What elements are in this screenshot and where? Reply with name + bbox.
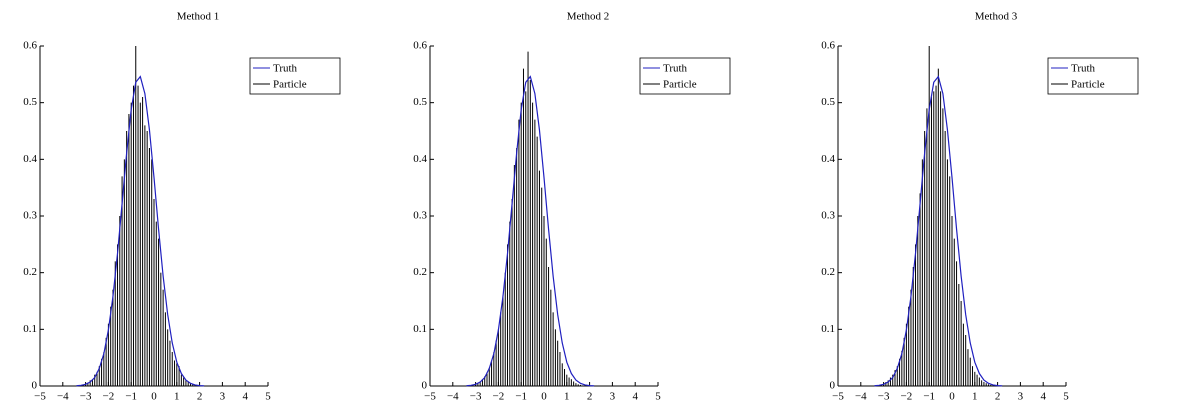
y-tick-label: 0 — [32, 380, 38, 392]
x-tick-label: −1 — [923, 391, 935, 403]
y-tick-label: 0.5 — [821, 96, 835, 108]
x-tick-label: 2 — [587, 391, 593, 403]
y-tick-label: 0.5 — [23, 96, 37, 108]
x-tick-label: −2 — [901, 391, 913, 403]
y-tick-label: 0 — [830, 380, 836, 392]
x-tick-label: −5 — [832, 391, 844, 403]
x-tick-label: 4 — [1040, 391, 1046, 403]
y-tick-label: 0.1 — [413, 323, 427, 335]
legend-label: Truth — [663, 63, 688, 75]
y-tick-label: 0 — [422, 380, 428, 392]
x-tick-label: −2 — [493, 391, 505, 403]
chart-title: Method 1 — [177, 11, 219, 23]
x-tick-label: 5 — [265, 391, 271, 403]
x-tick-label: −1 — [515, 391, 527, 403]
x-tick-label: 4 — [632, 391, 638, 403]
x-tick-label: 3 — [1018, 391, 1024, 403]
chart-title: Method 2 — [567, 11, 609, 23]
legend-box — [249, 57, 341, 95]
x-tick-label: −5 — [34, 391, 46, 403]
legend-box — [639, 57, 731, 95]
y-tick-label: 0.4 — [413, 153, 427, 165]
x-tick-label: 4 — [242, 391, 248, 403]
x-tick-label: −5 — [424, 391, 436, 403]
y-tick-label: 0.3 — [23, 210, 37, 222]
x-tick-label: 3 — [610, 391, 616, 403]
y-tick-label: 0.2 — [821, 266, 835, 278]
y-tick-label: 0.2 — [23, 266, 37, 278]
y-tick-label: 0.4 — [23, 153, 37, 165]
legend-box — [1047, 57, 1139, 95]
truth-curve — [76, 75, 205, 387]
y-tick-label: 0.3 — [413, 210, 427, 222]
x-tick-label: 1 — [564, 391, 570, 403]
x-tick-label: −3 — [80, 391, 92, 403]
x-tick-label: 3 — [220, 391, 226, 403]
truth-curve — [466, 75, 595, 387]
x-tick-label: −4 — [57, 391, 69, 403]
x-tick-label: −4 — [855, 391, 867, 403]
y-tick-label: 0.6 — [23, 40, 37, 52]
y-tick-label: 0.6 — [821, 40, 835, 52]
x-tick-label: −3 — [470, 391, 482, 403]
x-tick-label: −3 — [878, 391, 890, 403]
legend-label: Particle — [663, 79, 697, 91]
y-tick-label: 0.3 — [821, 210, 835, 222]
x-tick-label: 2 — [995, 391, 1001, 403]
x-tick-label: 0 — [541, 391, 547, 403]
y-tick-label: 0.5 — [413, 96, 427, 108]
x-tick-label: 0 — [949, 391, 955, 403]
legend-label: Particle — [273, 79, 307, 91]
chart-title: Method 3 — [975, 11, 1018, 23]
x-tick-label: 1 — [972, 391, 978, 403]
x-tick-label: 0 — [151, 391, 157, 403]
x-tick-label: −2 — [103, 391, 115, 403]
y-tick-label: 0.6 — [413, 40, 427, 52]
x-tick-label: 5 — [1063, 391, 1069, 403]
x-tick-label: −4 — [447, 391, 459, 403]
legend-label: Truth — [273, 63, 298, 75]
y-tick-label: 0.4 — [821, 153, 835, 165]
x-tick-label: 2 — [197, 391, 203, 403]
truth-curve — [874, 75, 1003, 387]
x-tick-label: −1 — [125, 391, 137, 403]
x-tick-label: 1 — [174, 391, 180, 403]
y-tick-label: 0.1 — [23, 323, 37, 335]
y-tick-label: 0.2 — [413, 266, 427, 278]
y-tick-label: 0.1 — [821, 323, 835, 335]
legend-label: Particle — [1071, 79, 1105, 91]
legend-label: Truth — [1071, 63, 1096, 75]
x-tick-label: 5 — [655, 391, 661, 403]
